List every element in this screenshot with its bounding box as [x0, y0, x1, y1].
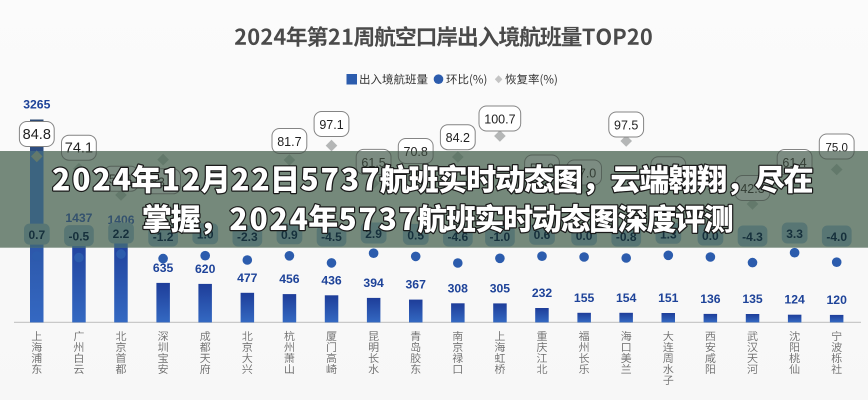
svg-text:61.5: 61.5 [361, 156, 385, 170]
svg-text:74.1: 74.1 [65, 141, 93, 157]
svg-text:155: 155 [574, 291, 595, 305]
svg-text:84.2: 84.2 [446, 131, 470, 145]
svg-text:136: 136 [700, 292, 721, 306]
svg-text:81.7: 81.7 [277, 135, 301, 149]
svg-text:436: 436 [321, 273, 342, 287]
svg-text:367: 367 [406, 278, 427, 292]
svg-text:70.8: 70.8 [404, 145, 428, 159]
svg-text:75.0: 75.0 [826, 143, 848, 155]
svg-text:3265: 3265 [23, 98, 50, 112]
svg-text:-2.3: -2.3 [237, 230, 258, 244]
svg-text:61.4: 61.4 [782, 156, 806, 170]
svg-text:1437: 1437 [65, 211, 92, 225]
svg-text:305: 305 [490, 281, 511, 295]
svg-text:135: 135 [742, 292, 763, 306]
svg-text:120: 120 [827, 293, 848, 307]
svg-text:0.7: 0.7 [28, 228, 45, 242]
svg-text:100.7: 100.7 [484, 113, 515, 127]
svg-text:97.1: 97.1 [319, 118, 343, 132]
svg-text:-4.0: -4.0 [826, 230, 847, 244]
svg-text:-1.0: -1.0 [490, 230, 511, 244]
svg-text:97.5: 97.5 [614, 119, 638, 133]
svg-text:-1.2: -1.2 [153, 230, 174, 244]
svg-text:154: 154 [616, 291, 637, 305]
svg-text:620: 620 [195, 262, 216, 276]
svg-text:84.8: 84.8 [23, 127, 51, 143]
svg-text:-0.5: -0.5 [69, 230, 90, 244]
svg-text:2.2: 2.2 [113, 227, 130, 241]
svg-text:3.3: 3.3 [786, 227, 803, 241]
svg-text:-4.6: -4.6 [447, 230, 468, 244]
svg-text:0.9: 0.9 [281, 228, 298, 242]
svg-text:308: 308 [448, 281, 469, 295]
svg-text:635: 635 [153, 261, 174, 275]
svg-text:456: 456 [279, 272, 300, 286]
svg-text:-0.8: -0.8 [616, 230, 637, 244]
svg-text:124: 124 [784, 293, 805, 307]
svg-text:-4.3: -4.3 [742, 230, 763, 244]
svg-text:394: 394 [363, 276, 384, 290]
svg-text:232: 232 [532, 286, 553, 300]
svg-text:151: 151 [658, 291, 679, 305]
svg-text:477: 477 [237, 271, 258, 285]
